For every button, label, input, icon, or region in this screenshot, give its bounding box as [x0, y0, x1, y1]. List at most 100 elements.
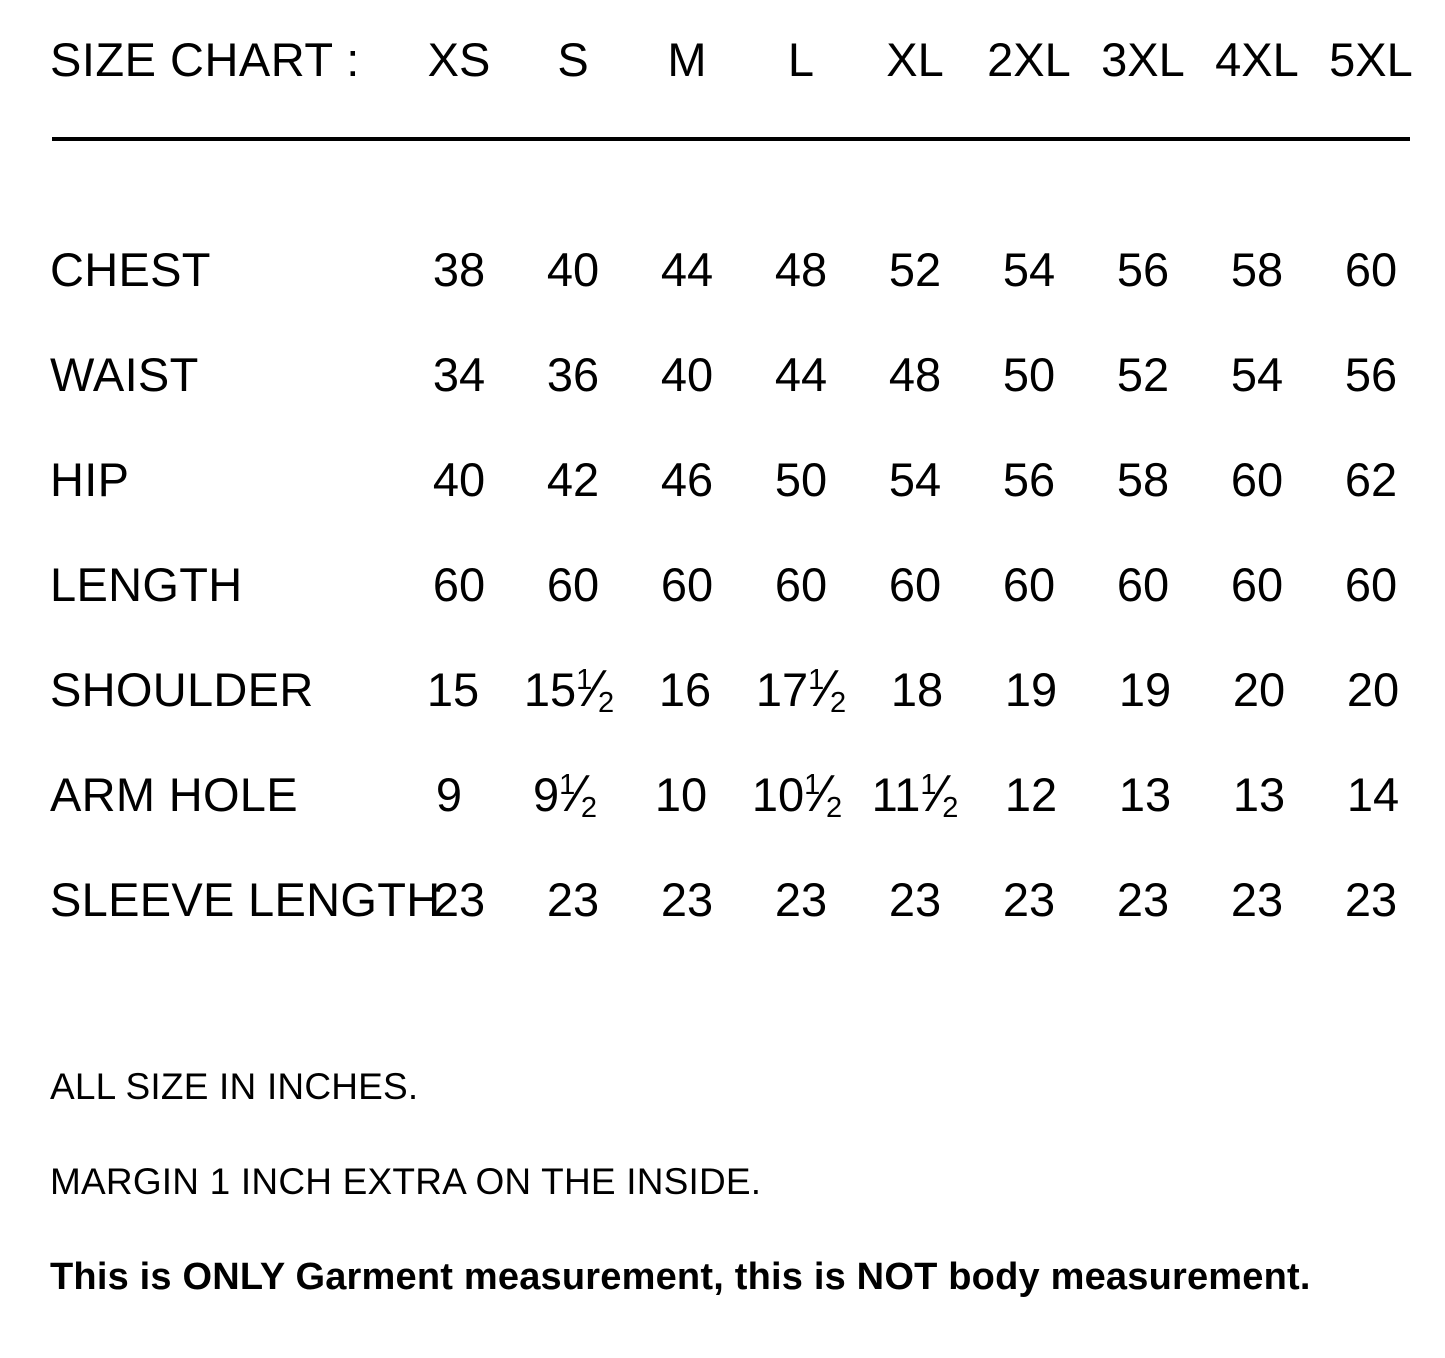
- measurement-value: 40: [432, 453, 486, 506]
- measurement-value: 44: [774, 348, 828, 401]
- size-header-group: XS S M L XL 2XL 3XL 4XL 5XL: [402, 36, 1428, 83]
- measurement-value: 23: [1002, 873, 1056, 926]
- measurement-value: 101⁄2: [751, 765, 843, 824]
- fraction: 1⁄2: [576, 660, 615, 719]
- header-divider: [52, 137, 1410, 141]
- size-column-header: 2XL: [987, 33, 1071, 86]
- measurement-value: 171⁄2: [755, 660, 847, 719]
- table-row: ARM HOLE 9 91⁄2 10 101⁄2 111⁄2 12 13 13 14: [50, 765, 1430, 876]
- notes-section: ALL SIZE IN INCHES. MARGIN 1 INCH EXTRA O…: [50, 1068, 1430, 1296]
- measurement-value: 40: [660, 348, 714, 401]
- measurement-value: 54: [888, 453, 942, 506]
- measurement-value: 14: [1346, 768, 1400, 821]
- measurement-value: 16: [658, 663, 712, 716]
- measurement-value: 19: [1004, 663, 1058, 716]
- page-title: SIZE CHART :: [50, 33, 360, 86]
- measurement-value: 60: [1344, 558, 1398, 611]
- measurement-value: 54: [1002, 243, 1056, 296]
- table-row: SHOULDER 15 151⁄2 16 171⁄2 18 19 19 20 20: [50, 660, 1430, 771]
- measurement-value: 38: [432, 243, 486, 296]
- measurement-value: 111⁄2: [871, 765, 959, 824]
- note-text: MARGIN 1 INCH EXTRA ON THE INSIDE.: [50, 1161, 762, 1202]
- measurement-label: ARM HOLE: [50, 768, 298, 821]
- fraction: 1⁄2: [804, 765, 843, 824]
- measurement-value: 23: [432, 873, 486, 926]
- measurement-value: 15: [426, 663, 480, 716]
- measurement-value: 60: [546, 558, 600, 611]
- fraction: 1⁄2: [559, 765, 598, 824]
- measurement-value: 36: [546, 348, 600, 401]
- measurement-value: 60: [1344, 243, 1398, 296]
- table-row: LENGTH 60 60 60 60 60 60 60 60 60: [50, 561, 1430, 666]
- measurement-value: 60: [774, 558, 828, 611]
- measurement-value: 58: [1116, 453, 1170, 506]
- measurement-value: 23: [1344, 873, 1398, 926]
- measurement-label: SHOULDER: [50, 663, 314, 716]
- size-column-header: XL: [886, 33, 944, 86]
- measurement-label: WAIST: [50, 348, 199, 401]
- measurement-value: 60: [1002, 558, 1056, 611]
- size-column-header: 3XL: [1101, 33, 1185, 86]
- measurement-label: LENGTH: [50, 558, 243, 611]
- measurement-value: 19: [1118, 663, 1172, 716]
- measurement-value: 9: [435, 768, 463, 821]
- table-row: CHEST 38 40 44 48 52 54 56 58 60: [50, 246, 1430, 351]
- size-column-header: L: [787, 33, 815, 86]
- measurement-value: 62: [1344, 453, 1398, 506]
- measurement-value: 46: [660, 453, 714, 506]
- fraction: 1⁄2: [808, 660, 847, 719]
- size-chart-header: SIZE CHART : XS S M L XL 2XL 3XL 4XL 5XL: [50, 36, 1428, 106]
- measurement-value: 60: [660, 558, 714, 611]
- measurement-value: 60: [1116, 558, 1170, 611]
- measurement-value: 54: [1230, 348, 1284, 401]
- table-row: SLEEVE LENGTH 23 23 23 23 23 23 23 23 23: [50, 876, 1430, 981]
- measurement-value: 60: [1230, 453, 1284, 506]
- measurement-value: 48: [888, 348, 942, 401]
- measurement-value: 50: [1002, 348, 1056, 401]
- measurement-value: 60: [1230, 558, 1284, 611]
- measurement-value: 44: [660, 243, 714, 296]
- measurement-value: 52: [888, 243, 942, 296]
- measurements-table: CHEST 38 40 44 48 52 54 56 58 60 WAIST 34 36 40 44 48 50…: [50, 246, 1430, 981]
- measurement-value: 23: [1230, 873, 1284, 926]
- measurement-value: 56: [1002, 453, 1056, 506]
- measurement-label: CHEST: [50, 243, 211, 296]
- measurement-value: 10: [654, 768, 708, 821]
- measurement-value: 60: [888, 558, 942, 611]
- size-column-header: M: [667, 33, 707, 86]
- measurement-value: 23: [546, 873, 600, 926]
- size-column-header: 4XL: [1215, 33, 1299, 86]
- measurement-label: SLEEVE LENGTH: [50, 873, 441, 926]
- measurement-value: 23: [774, 873, 828, 926]
- measurement-value: 23: [888, 873, 942, 926]
- measurement-value: 12: [1004, 768, 1058, 821]
- table-row: HIP 40 42 46 50 54 56 58 60 62: [50, 456, 1430, 561]
- measurement-value: 13: [1118, 768, 1172, 821]
- measurement-value: 20: [1232, 663, 1286, 716]
- measurement-value: 34: [432, 348, 486, 401]
- measurement-value: 60: [432, 558, 486, 611]
- measurement-value: 50: [774, 453, 828, 506]
- measurement-value: 23: [660, 873, 714, 926]
- measurement-value: 18: [890, 663, 944, 716]
- measurement-value: 56: [1116, 243, 1170, 296]
- measurement-value: 23: [1116, 873, 1170, 926]
- size-column-header: XS: [427, 33, 491, 86]
- note-text: ALL SIZE IN INCHES.: [50, 1066, 419, 1107]
- note-disclaimer: This is ONLY Garment measurement, this i…: [50, 1256, 1311, 1298]
- measurement-value: 56: [1344, 348, 1398, 401]
- size-column-header: 5XL: [1329, 33, 1413, 86]
- measurement-value: 52: [1116, 348, 1170, 401]
- measurement-value: 13: [1232, 768, 1286, 821]
- measurement-value: 48: [774, 243, 828, 296]
- measurement-value: 42: [546, 453, 600, 506]
- table-row: WAIST 34 36 40 44 48 50 52 54 56: [50, 351, 1430, 456]
- size-column-header: S: [557, 33, 589, 86]
- measurement-value: 91⁄2: [532, 765, 598, 824]
- measurement-label: HIP: [50, 453, 130, 506]
- fraction: 1⁄2: [920, 765, 959, 824]
- measurement-value: 58: [1230, 243, 1284, 296]
- measurement-value: 151⁄2: [523, 660, 615, 719]
- measurement-value: 20: [1346, 663, 1400, 716]
